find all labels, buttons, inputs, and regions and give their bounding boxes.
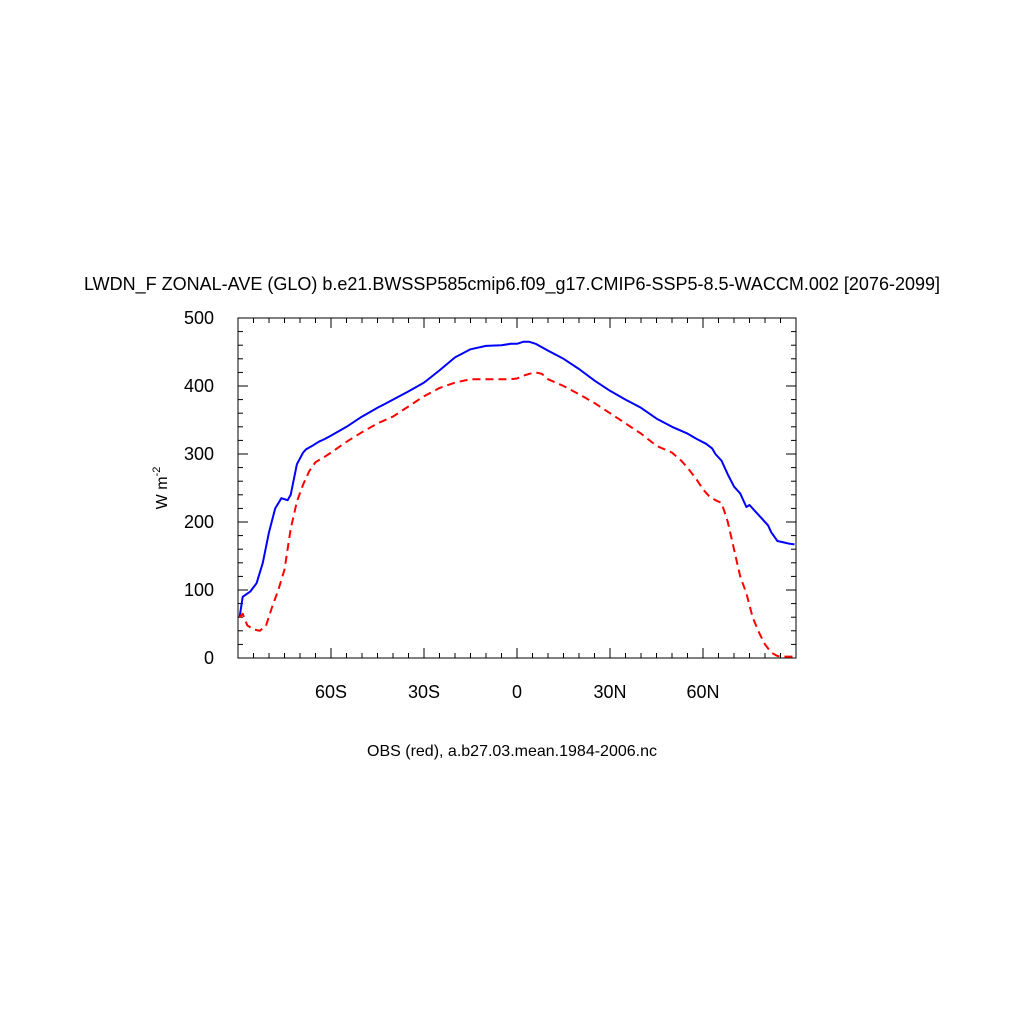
model-series-line bbox=[238, 340, 795, 618]
y-axis-label-superscript: -2 bbox=[151, 467, 163, 477]
x-tick-label: 30N bbox=[593, 682, 626, 702]
x-tick-label: 60S bbox=[315, 682, 347, 702]
y-tick-label: 200 bbox=[184, 512, 214, 532]
x-tick-labels: 60S 30S 0 30N 60N bbox=[315, 682, 720, 702]
obs-series-line bbox=[238, 371, 795, 658]
y-axis-label-main: W m bbox=[154, 476, 171, 509]
y-tick-label: 400 bbox=[184, 376, 214, 396]
y-tick-labels: 0 100 200 300 400 500 bbox=[184, 308, 214, 668]
chart-title: LWDN_F ZONAL-AVE (GLO) b.e21.BWSSP585cmi… bbox=[84, 274, 940, 295]
x-tick-label: 60N bbox=[686, 682, 719, 702]
major-ticks bbox=[237, 317, 797, 659]
y-axis-label: W m-2 bbox=[151, 467, 171, 510]
y-tick-label: 0 bbox=[204, 648, 214, 668]
chart-footer: OBS (red), a.b27.03.mean.1984-2006.nc bbox=[367, 743, 657, 760]
plot-area bbox=[237, 317, 797, 659]
x-tick-label: 30S bbox=[408, 682, 440, 702]
plot-frame bbox=[237, 317, 797, 659]
minor-ticks bbox=[238, 318, 796, 658]
y-tick-label: 100 bbox=[184, 580, 214, 600]
y-tick-label: 300 bbox=[184, 444, 214, 464]
series-group bbox=[238, 340, 795, 658]
x-tick-label: 0 bbox=[512, 682, 522, 702]
y-tick-label: 500 bbox=[184, 308, 214, 328]
